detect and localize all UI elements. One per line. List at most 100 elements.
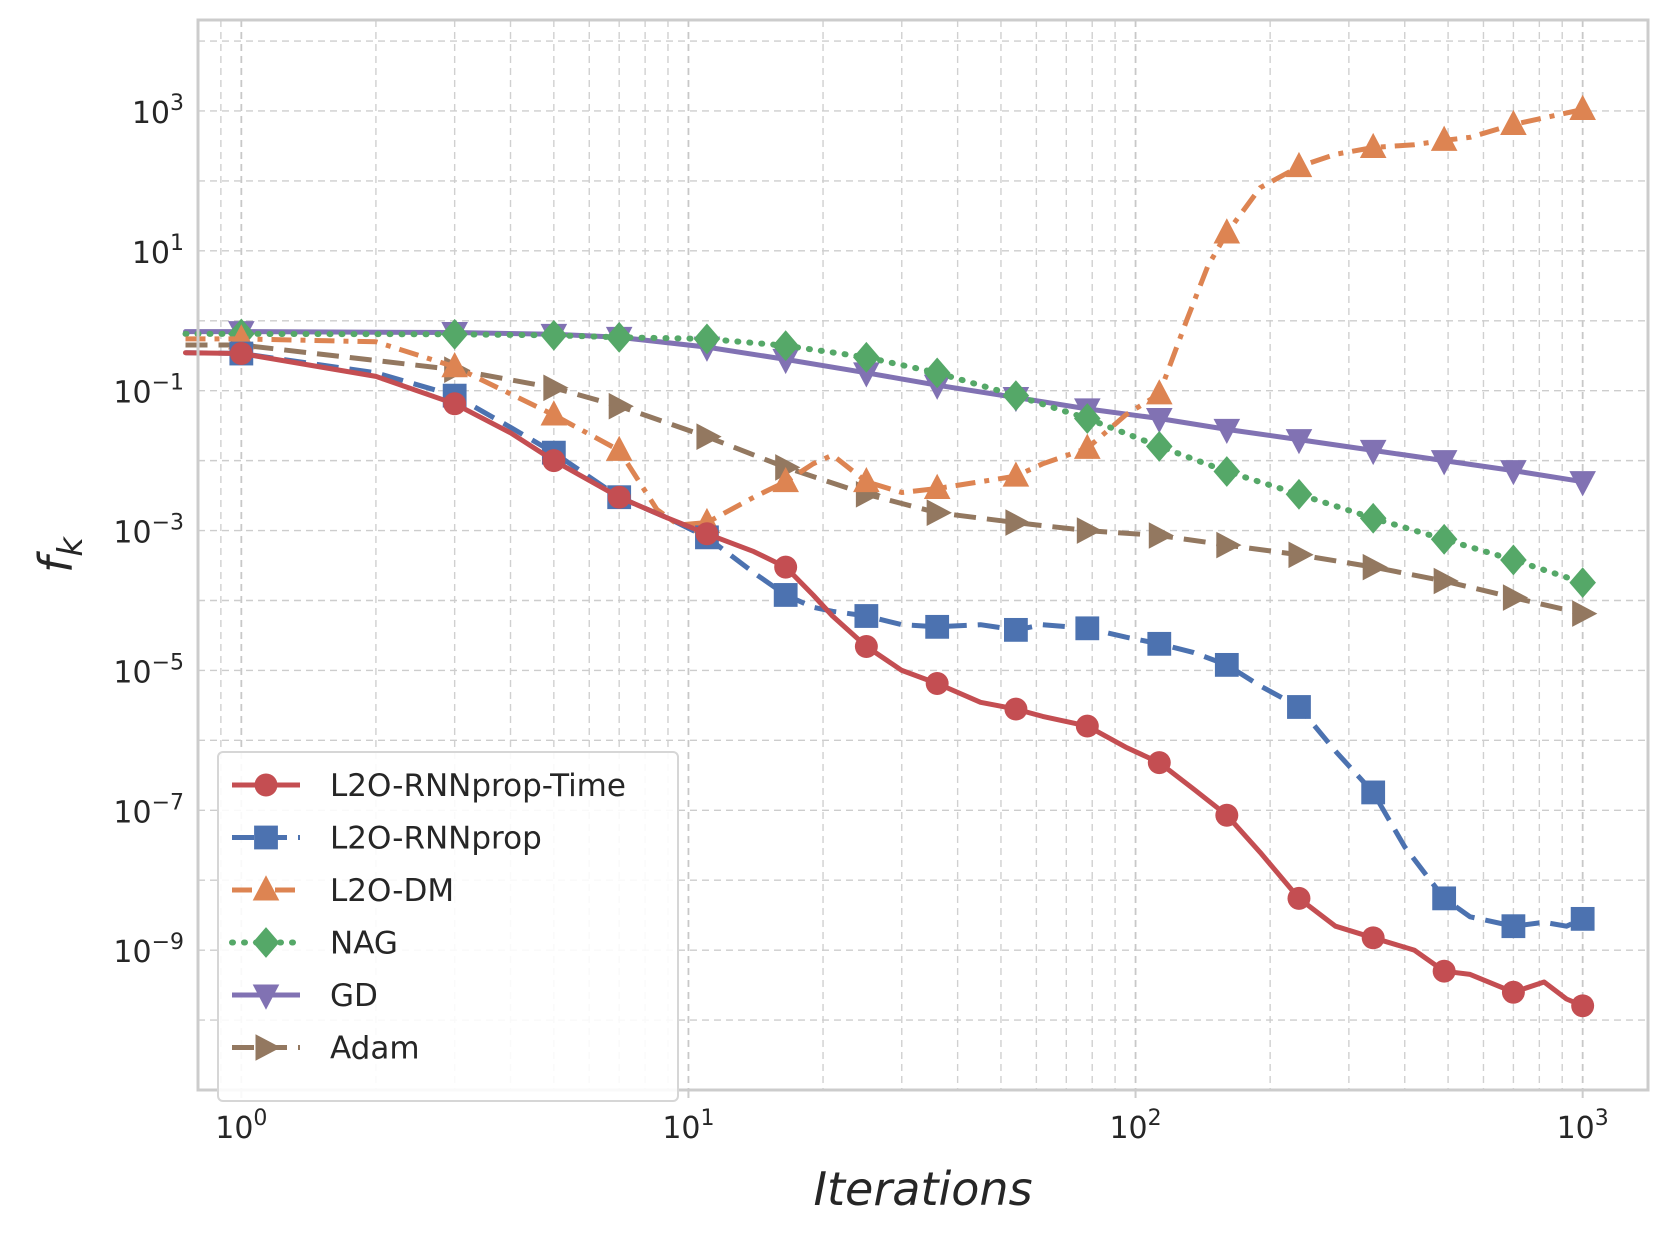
y-axis-title-subscript: k [51, 536, 91, 557]
data-point [773, 583, 798, 607]
y-tick-label-exponent: −5 [152, 650, 184, 675]
x-tick-label-base: 10 [215, 1111, 253, 1146]
data-point [775, 454, 801, 481]
data-point [543, 374, 569, 402]
legend-box [217, 751, 679, 1102]
data-point [1571, 994, 1595, 1018]
legend-label: NAG [330, 926, 398, 962]
data-point [1501, 914, 1526, 939]
y-tick-label-base: 10 [113, 795, 151, 830]
data-point [1287, 886, 1311, 910]
y-tick-label-base: 10 [113, 935, 151, 970]
legend-marker-sample [252, 927, 280, 958]
x-tick-label-base: 10 [1557, 1111, 1595, 1146]
data-point [853, 466, 880, 493]
series-l2o-rnnprop-time [183, 342, 1595, 1018]
y-tick-label: 10−1 [113, 371, 184, 411]
y-tick-label-base: 10 [132, 236, 170, 271]
data-point [1570, 906, 1595, 931]
y-tick-label-base: 10 [113, 516, 151, 551]
legend-entry: Adam [232, 1031, 420, 1067]
data-point [605, 321, 633, 353]
data-point [1287, 695, 1311, 719]
y-tick-label: 103 [132, 91, 184, 131]
data-point [1285, 151, 1313, 178]
legend-entry: L2O-RNNprop-Time [232, 768, 626, 804]
y-tick-label: 10−9 [113, 930, 184, 970]
data-point [1216, 531, 1242, 559]
data-point [1362, 553, 1388, 581]
legend-marker-sample [254, 773, 278, 797]
data-point [1002, 380, 1030, 412]
legend-label: L2O-RNNprop-Time [330, 768, 626, 804]
y-tick-label-base: 10 [113, 655, 151, 690]
data-point [696, 423, 722, 450]
data-point [1501, 980, 1525, 1004]
series-line [182, 330, 1586, 586]
data-point [1002, 461, 1030, 487]
data-point [1147, 631, 1172, 656]
y-tick-label: 10−7 [113, 790, 184, 830]
data-point [925, 672, 949, 695]
plot-frame [196, 18, 1650, 1092]
y-tick-label-exponent: −9 [152, 930, 184, 955]
data-point [1500, 544, 1527, 576]
x-tick-label: 101 [662, 1106, 714, 1146]
x-tick-label-exponent: 3 [1595, 1106, 1609, 1131]
y-tick-label-exponent: 1 [170, 231, 184, 256]
data-point [1569, 94, 1596, 120]
series-line [185, 107, 1584, 528]
data-point [1214, 652, 1239, 677]
data-point [608, 392, 634, 420]
data-point [1004, 697, 1028, 721]
data-point [695, 522, 719, 546]
data-point [1075, 714, 1099, 738]
data-point [1285, 429, 1313, 455]
legend-entry: L2O-RNNprop [232, 821, 542, 857]
data-point [1145, 408, 1173, 434]
data-point [1075, 616, 1100, 641]
data-point [1432, 959, 1456, 983]
data-point [925, 614, 950, 639]
legend-entry: GD [232, 978, 378, 1014]
data-point [1500, 460, 1527, 486]
data-point [1430, 450, 1458, 476]
data-point [853, 341, 880, 373]
data-point [1359, 132, 1387, 159]
x-tick-label-exponent: 1 [701, 1106, 715, 1131]
data-point [923, 357, 951, 389]
data-point [1502, 584, 1529, 611]
legend-entry: NAG [229, 926, 398, 962]
data-point [1361, 926, 1385, 950]
data-point [1005, 509, 1031, 536]
data-point [854, 634, 878, 658]
data-point [605, 435, 633, 461]
data-point [1145, 430, 1173, 462]
series-adam [185, 331, 1598, 627]
x-tick-label-exponent: 2 [1148, 1106, 1162, 1131]
data-point [1572, 600, 1598, 627]
data-point [1148, 522, 1174, 549]
legend-marker-sample [252, 984, 280, 1010]
data-point [1288, 541, 1314, 569]
y-tick-label-exponent: −7 [152, 790, 184, 815]
data-point [774, 555, 798, 579]
legend-entry: L2O-DM [232, 873, 454, 909]
data-point [1145, 379, 1173, 405]
data-point [772, 348, 799, 375]
legend-label: Adam [330, 1031, 420, 1067]
series-layer [182, 94, 1598, 1018]
x-tick-label-exponent: 0 [253, 1106, 267, 1131]
legend-marker-sample [252, 875, 280, 901]
data-point [923, 473, 951, 499]
data-point [229, 342, 253, 366]
y-tick-label-exponent: −3 [152, 511, 184, 536]
data-point [1430, 125, 1458, 151]
data-point [1569, 567, 1596, 599]
x-tick-label-base: 10 [1109, 1111, 1147, 1146]
y-tick-label-exponent: −1 [152, 371, 184, 396]
data-point [540, 319, 568, 351]
data-point [1569, 471, 1596, 497]
data-point [693, 323, 721, 355]
